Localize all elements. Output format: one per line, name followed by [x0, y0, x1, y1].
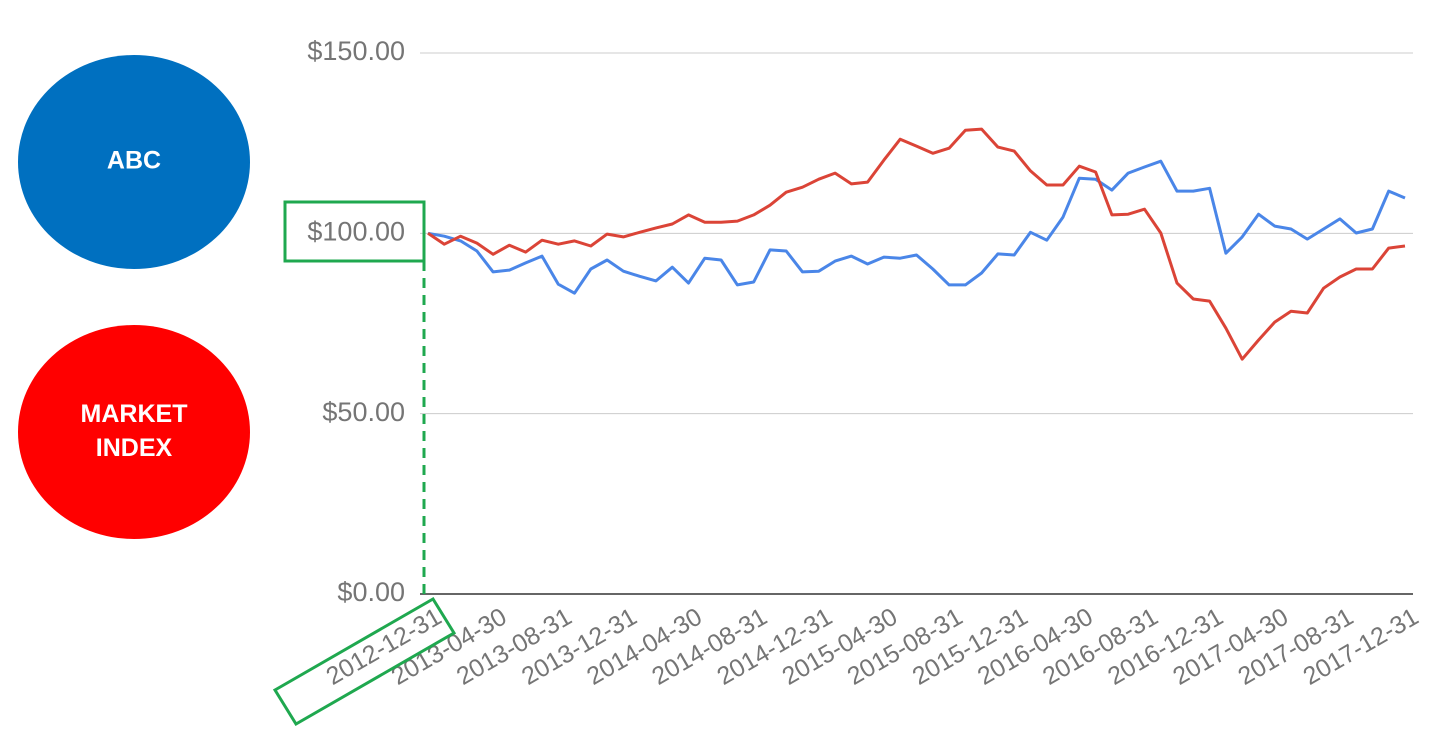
y-tick-label: $50.00: [322, 397, 405, 427]
legend-label: ABC: [107, 147, 161, 175]
annotation-box: [272, 596, 457, 727]
y-tick-label: $100.00: [307, 216, 405, 246]
legend-marker: [18, 55, 250, 269]
series-line: [427, 127, 1406, 361]
plot: $0.00$50.00$100.00$150.002012-12-312013-…: [18, 36, 1423, 691]
y-tick-label: $150.00: [307, 36, 405, 66]
legend-label: MARKET INDEX: [81, 400, 188, 462]
annotation-box: [283, 200, 426, 263]
y-tick-label: $0.00: [337, 577, 405, 607]
series-line: [427, 159, 1406, 295]
legend-marker: [18, 325, 250, 539]
